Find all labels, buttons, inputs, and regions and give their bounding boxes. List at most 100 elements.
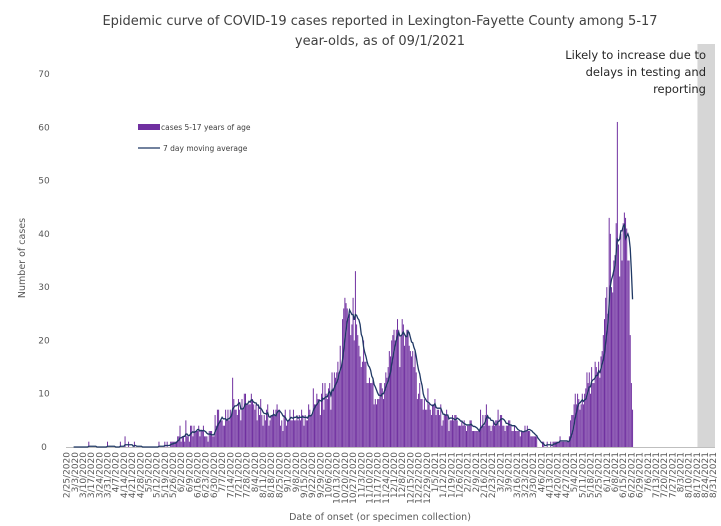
x-tick-label: 7/20/2021 <box>660 452 670 498</box>
case-bar <box>599 377 601 447</box>
case-bar <box>212 436 214 447</box>
case-bar <box>312 388 314 447</box>
case-bar <box>280 425 282 447</box>
case-bar <box>221 420 223 447</box>
case-bar <box>444 415 446 447</box>
case-bars <box>88 121 634 447</box>
case-bar <box>600 356 602 447</box>
case-bar <box>510 425 512 447</box>
case-bar <box>247 404 249 447</box>
case-bar <box>496 420 498 447</box>
case-bar <box>468 425 470 447</box>
case-bar <box>119 441 121 447</box>
case-bar <box>497 409 499 447</box>
case-bar <box>294 420 296 447</box>
x-tick-label: 7/13/2021 <box>652 452 662 498</box>
x-tick-label: 5/19/2020 <box>161 452 171 498</box>
case-bar <box>222 425 224 447</box>
x-tick-label: 6/1/2021 <box>603 452 613 492</box>
case-bar <box>209 431 211 447</box>
case-bar <box>485 404 487 447</box>
case-bar <box>166 441 168 447</box>
case-bar <box>333 372 335 447</box>
x-tick-label: 4/27/2021 <box>562 452 572 498</box>
case-bar <box>192 436 194 447</box>
case-bar <box>262 425 264 447</box>
case-bar <box>536 436 538 447</box>
case-bar <box>464 425 466 447</box>
case-bar <box>388 351 390 447</box>
case-bar <box>223 425 225 447</box>
case-bar <box>249 404 251 447</box>
case-bar <box>475 431 477 447</box>
x-tick-label: 5/25/2021 <box>595 452 605 498</box>
case-bar <box>466 431 468 447</box>
case-bar <box>295 420 297 447</box>
y-tick-label: 20 <box>38 336 50 346</box>
x-tick-label: 7/27/2021 <box>668 452 678 498</box>
case-bar <box>390 356 391 447</box>
case-bar <box>437 409 439 447</box>
case-bar <box>284 409 286 447</box>
case-bar <box>524 425 526 447</box>
case-bar <box>587 383 589 447</box>
case-bar <box>494 425 496 447</box>
x-tick-label: 6/30/2020 <box>210 452 220 498</box>
case-bar <box>461 420 463 447</box>
case-bar <box>364 361 366 447</box>
x-tick-label: 9/1/2020 <box>284 452 294 493</box>
case-bar <box>164 441 166 447</box>
case-bar <box>458 425 460 447</box>
case-bar <box>344 297 346 447</box>
case-bar <box>360 367 362 447</box>
x-tick-label: 12/8/2020 <box>398 452 408 498</box>
case-bar <box>442 420 444 447</box>
case-bar <box>305 420 307 447</box>
x-tick-label: 7/7/2020 <box>218 452 228 493</box>
case-bar <box>356 324 358 447</box>
case-bar <box>255 404 257 447</box>
x-tick-label: 10/27/2020 <box>349 452 359 504</box>
case-bar <box>243 393 245 447</box>
case-bar <box>267 404 269 447</box>
case-bar <box>609 233 611 447</box>
case-bar <box>571 415 573 447</box>
case-bar <box>405 335 407 447</box>
x-tick-label: 8/31/2021 <box>709 452 719 498</box>
case-bar <box>469 420 471 447</box>
case-bar <box>292 409 294 447</box>
case-bar <box>428 404 430 447</box>
case-bar <box>349 313 351 447</box>
x-tick-label: 3/30/2021 <box>529 452 539 498</box>
x-tick-label: 3/10/2020 <box>79 452 89 498</box>
case-bar <box>352 297 354 447</box>
case-bar <box>387 367 389 447</box>
case-bar <box>331 372 333 447</box>
case-bar <box>176 441 178 447</box>
case-bar <box>435 415 437 447</box>
case-bar <box>401 319 403 447</box>
case-bar <box>211 431 213 447</box>
case-bar <box>107 441 109 447</box>
case-bar <box>174 441 176 447</box>
case-bar <box>261 415 263 447</box>
case-bar <box>297 420 299 447</box>
case-bar <box>392 335 394 447</box>
case-bar <box>425 409 427 447</box>
case-bar <box>612 292 614 447</box>
case-bar <box>322 383 324 447</box>
case-bar <box>413 367 415 447</box>
case-bar <box>230 415 232 447</box>
case-bar <box>257 404 259 447</box>
x-tick-label: 12/22/2020 <box>415 452 425 504</box>
case-bar <box>193 425 195 447</box>
y-tick-label: 10 <box>38 390 50 400</box>
case-bar <box>509 420 511 447</box>
case-bar <box>330 409 332 447</box>
case-bar <box>436 409 438 447</box>
case-bar <box>234 409 236 447</box>
case-bar <box>418 393 420 447</box>
x-tick-label: 4/7/2020 <box>112 452 122 493</box>
case-bar <box>386 377 388 447</box>
